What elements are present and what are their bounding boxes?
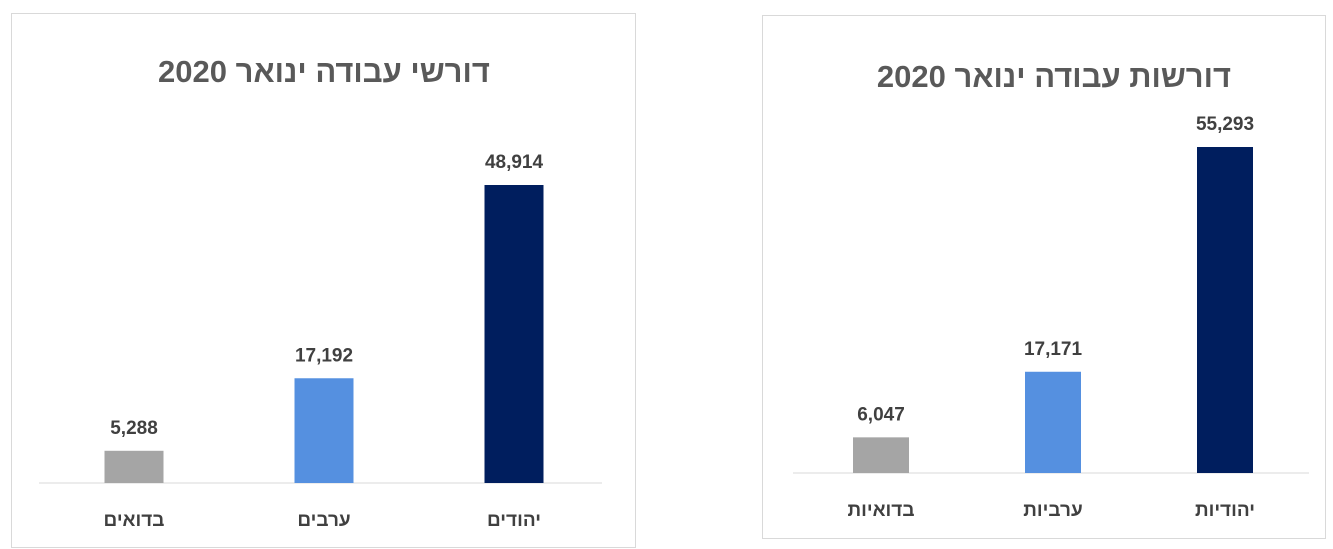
data-label: 5,288 [110,418,158,439]
bar-3 [1197,147,1253,473]
data-label: 6,047 [857,404,905,425]
category-label: בדואים [104,510,165,531]
category-label: ערביות [1023,500,1082,521]
bar-2 [294,378,354,483]
chart-panel-women: דורשות עבודה ינואר 2020 6,047 בדואיות 17,1… [762,15,1326,539]
data-label: 17,192 [295,345,353,366]
category-label: יהודים [487,510,541,531]
chart-women: דורשות עבודה ינואר 2020 6,047 בדואיות 17,1… [793,59,1309,521]
data-label: 17,171 [1024,339,1083,360]
chart-title: דורשות עבודה ינואר 2020 [877,59,1231,94]
bar-1 [104,450,164,483]
bar-3 [484,185,544,483]
data-label: 48,914 [485,152,544,173]
category-label: יהודיות [1195,500,1255,521]
category-label: בדואיות [847,500,914,521]
bar-1 [853,437,909,473]
chart-men: דורשי עבודה ינואר 2020 5,288 בדואים 17,192… [39,54,602,531]
chart-panel-men: דורשי עבודה ינואר 2020 5,288 בדואים 17,192… [11,13,636,548]
chart-title: דורשי עבודה ינואר 2020 [158,54,490,89]
data-label: 55,293 [1196,114,1254,135]
bar-2 [1025,371,1081,473]
category-label: ערבים [297,510,350,531]
